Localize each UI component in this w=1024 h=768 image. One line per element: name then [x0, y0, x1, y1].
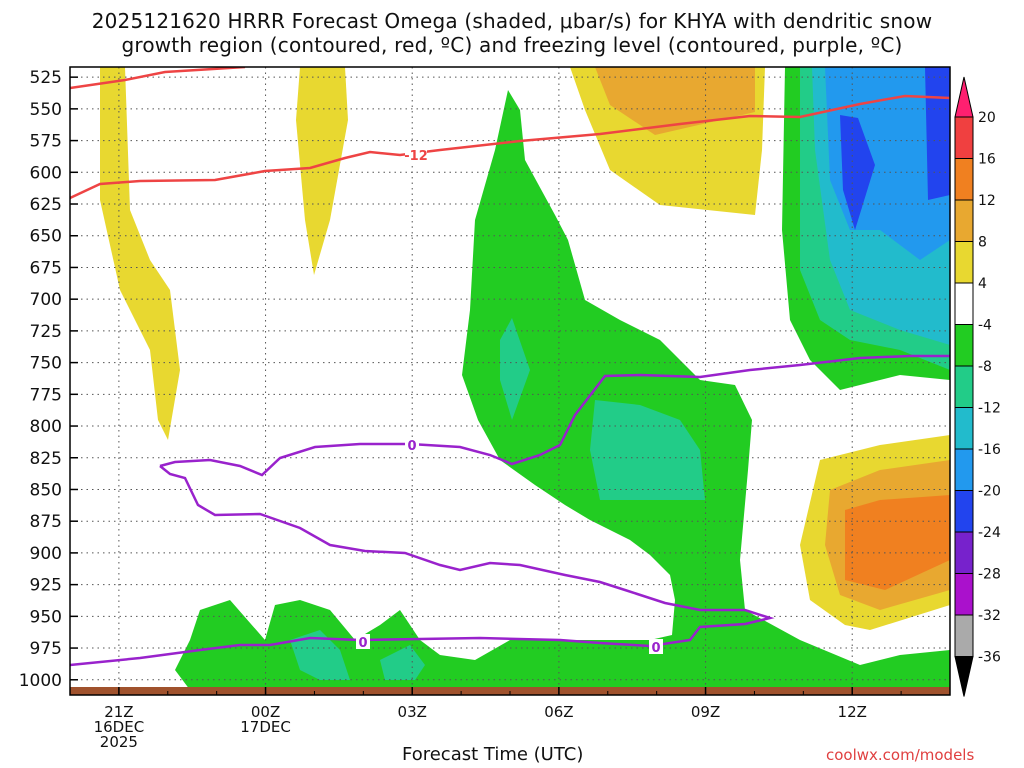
x-tick-label: 21Z [104, 703, 133, 721]
y-tick-label: 925 [30, 576, 62, 596]
x-axis-title: Forecast Time (UTC) [402, 744, 584, 765]
colorbar-label: 4 [978, 276, 987, 292]
omega-region-positive-higher [845, 495, 950, 590]
colorbar-arrow-top [954, 76, 974, 118]
y-tick-label: 625 [30, 195, 62, 215]
x-tick-label: 2025 [100, 733, 138, 751]
omega-region-strongest [925, 67, 950, 200]
colorbar-label: -24 [978, 525, 1001, 541]
omega-region-mid [380, 645, 425, 680]
y-tick-label: 850 [30, 480, 62, 500]
credit-link[interactable]: coolwx.com/models [826, 746, 975, 764]
contour-labels: -12 0 0 0 [356, 147, 663, 656]
x-tick-label: 09Z [691, 703, 720, 721]
freezing-contour-label: 0 [407, 439, 416, 454]
y-tick-label: 575 [30, 132, 62, 152]
colorbar-label: -28 [978, 567, 1001, 583]
colorbar-label: -36 [978, 650, 1001, 666]
colorbar-swatch [954, 365, 974, 408]
y-tick-label: 900 [30, 544, 62, 564]
freezing-contour-label: 0 [651, 641, 660, 656]
colorbar-swatch [954, 116, 974, 159]
colorbar-label: -8 [978, 359, 992, 375]
omega-region-positive-high [595, 67, 755, 135]
y-axis: 525 550 575 600 625 650 675 700 725 750 775 800 825 8… [19, 68, 78, 691]
y-tick-label: 700 [30, 290, 62, 310]
omega-region-positive [100, 67, 180, 440]
colorbar-label: 12 [978, 193, 996, 209]
y-tick-label: 525 [30, 68, 62, 88]
dgz-contour-label: -12 [404, 149, 428, 164]
gridlines [70, 67, 950, 695]
chart-title-line-1: 2025121620 HRRR Forecast Omega (shaded, … [91, 9, 933, 33]
colorbar-swatch [954, 282, 974, 325]
colorbar-label: -12 [978, 401, 1001, 417]
y-tick-label: 800 [30, 417, 62, 437]
omega-region-mid [590, 400, 705, 500]
colorbar-label: 20 [978, 110, 996, 126]
y-tick-label: 675 [30, 258, 62, 278]
colorbar-swatch [954, 448, 974, 491]
colorbar-swatch [954, 614, 974, 657]
colorbar-label: -16 [978, 442, 1001, 458]
omega-region-positive [296, 67, 348, 275]
colorbar-swatch [954, 241, 974, 284]
colorbar-label: 8 [978, 235, 987, 251]
y-tick-label: 1000 [19, 671, 62, 691]
colorbar-label: -32 [978, 608, 1001, 624]
x-tick-label: 12Z [838, 703, 867, 721]
x-tick-label: 00Z [251, 703, 280, 721]
y-tick-label: 975 [30, 639, 62, 659]
y-tick-label: 775 [30, 385, 62, 405]
chart-title-line-2: growth region (contoured, red, ºC) and f… [121, 33, 903, 57]
y-tick-label: 950 [30, 607, 62, 627]
y-tick-label: 600 [30, 163, 62, 183]
freezing-contour-upper [159, 354, 950, 477]
x-tick-label: 06Z [544, 703, 573, 721]
colorbar-swatch [954, 324, 974, 367]
omega-region-negative [175, 90, 950, 695]
omega-region-mid [290, 630, 350, 680]
y-tick-label: 650 [30, 227, 62, 247]
omega-region-mid [500, 318, 530, 420]
y-tick-label: 825 [30, 449, 62, 469]
y-tick-label: 750 [30, 354, 62, 374]
freezing-contour-loop [70, 465, 775, 667]
colorbar-swatch [954, 199, 974, 242]
y-tick-label: 725 [30, 322, 62, 342]
freezing-contour-label: 0 [358, 636, 367, 651]
dgz-contour-upper [70, 67, 246, 90]
y-tick-label: 875 [30, 512, 62, 532]
colorbar-swatch [954, 490, 974, 533]
x-tick-label: 17DEC [240, 718, 291, 736]
x-tick-label: 03Z [398, 703, 427, 721]
colorbar-swatch [954, 573, 974, 616]
colorbar-swatch [954, 158, 974, 201]
omega-shading [70, 67, 950, 695]
colorbar-label: -4 [978, 318, 992, 334]
colorbar-swatch [954, 407, 974, 450]
colorbar-arrow-bottom [954, 656, 974, 697]
colorbar-label: 16 [978, 152, 996, 168]
colorbar-label: -20 [978, 484, 1001, 500]
x-tick-label: 16DEC [94, 718, 145, 736]
y-tick-label: 550 [30, 100, 62, 120]
colorbar-swatch [954, 531, 974, 574]
colorbar: 20 16 12 8 4 -4 -8 -12 -16 -20 -24 -28 -32 -36 [954, 76, 1001, 697]
